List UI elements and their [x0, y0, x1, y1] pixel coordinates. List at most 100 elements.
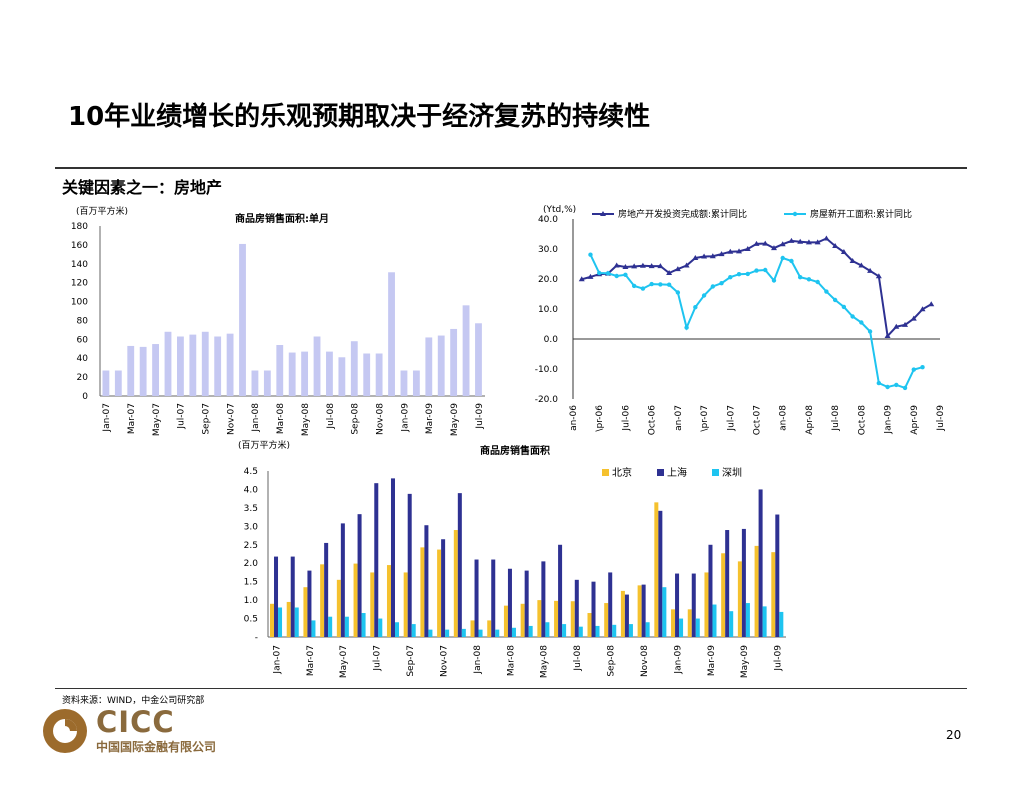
- bar: [270, 603, 275, 637]
- data-point: [770, 245, 777, 251]
- data-point: [666, 282, 672, 287]
- y-axis-unit-label: (百万平方米): [238, 439, 290, 451]
- bar: [545, 622, 550, 637]
- bar: [320, 564, 325, 637]
- x-tick-label: May-07: [152, 403, 162, 436]
- source-note: 资料来源：WIND，中金公司研究部: [62, 696, 205, 706]
- x-tick-label: Jan-08: [473, 645, 483, 675]
- data-point: [744, 246, 751, 251]
- bar: [394, 622, 400, 637]
- data-point: [867, 267, 874, 273]
- x-tick-label: Nov-08: [640, 645, 650, 677]
- x-tick-label: Jan-08: [251, 403, 261, 433]
- y-tick-label: 100: [71, 298, 88, 308]
- x-tick-label: an-06: [569, 405, 579, 431]
- data-point: [588, 252, 593, 257]
- data-point: [902, 385, 908, 391]
- bar: [386, 565, 391, 637]
- bar: [428, 629, 433, 637]
- x-tick-label: May-09: [450, 403, 460, 436]
- bar: [487, 620, 492, 637]
- data-point: [701, 293, 707, 298]
- bar: [453, 530, 458, 637]
- data-point: [867, 329, 873, 334]
- data-point: [814, 239, 821, 245]
- y-tick-label: 40: [77, 354, 89, 364]
- x-tick-label: Jan-07: [272, 645, 282, 675]
- bar: [541, 561, 546, 637]
- data-point: [850, 314, 855, 319]
- x-tick-label: Jan-09: [673, 645, 683, 675]
- y-tick-label: 2.0: [244, 559, 259, 569]
- y-axis-unit-label: (Ytd,%): [543, 205, 576, 215]
- legend-marker: [600, 211, 606, 216]
- data-point: [840, 249, 847, 254]
- bar: [388, 272, 395, 396]
- bar: [587, 613, 592, 637]
- x-tick-label: Mar-09: [707, 645, 717, 676]
- bar: [475, 323, 482, 396]
- bar: [437, 549, 442, 637]
- data-point: [631, 263, 638, 269]
- y-tick-label: 3.0: [244, 522, 259, 532]
- bar: [691, 573, 696, 637]
- data-point: [658, 282, 663, 287]
- page-number: 20: [946, 728, 962, 742]
- x-tick-label: \pr-06: [595, 405, 605, 432]
- x-tick-label: an-07: [674, 405, 684, 431]
- x-tick-label: Sep-08: [351, 403, 361, 435]
- bar: [375, 353, 383, 396]
- bar: [340, 523, 345, 637]
- bar: [344, 616, 349, 637]
- bar: [528, 625, 533, 637]
- data-point: [858, 262, 865, 268]
- bar: [507, 568, 512, 637]
- data-point: [648, 263, 655, 269]
- y-tick-label: 180: [71, 222, 88, 232]
- y-axis-unit-label: (百万平方米): [76, 205, 128, 217]
- bar: [608, 572, 613, 637]
- bar: [537, 600, 542, 637]
- bar: [324, 542, 329, 637]
- bar: [189, 334, 197, 396]
- data-point: [902, 321, 909, 327]
- bar: [578, 626, 583, 637]
- series-line: [589, 254, 923, 390]
- bar: [420, 547, 425, 637]
- bar: [127, 345, 135, 396]
- x-tick-label: Jan-09: [884, 405, 894, 435]
- page-title: 10年业绩增长的乐观预期取决于经济复苏的持续性: [68, 102, 651, 132]
- y-tick-label: 0: [82, 392, 88, 402]
- bar: [620, 590, 625, 637]
- y-tick-label: 10.0: [538, 305, 558, 315]
- data-point: [727, 248, 734, 254]
- bar: [294, 607, 299, 637]
- bar: [239, 243, 246, 396]
- bar: [495, 629, 500, 637]
- data-point: [753, 240, 760, 246]
- data-point: [780, 255, 785, 261]
- y-tick-label: 20.0: [538, 275, 558, 285]
- x-tick-label: Jul-07: [726, 405, 736, 432]
- data-point: [684, 325, 689, 330]
- logo-wordmark: CICC: [96, 705, 175, 739]
- bar: [370, 572, 375, 637]
- y-tick-label: 20: [77, 373, 89, 383]
- data-point: [763, 267, 768, 273]
- bar: [758, 489, 763, 637]
- y-tick-label: 60: [77, 335, 89, 345]
- data-point: [657, 263, 664, 269]
- bar: [338, 357, 346, 396]
- chart-title: 商品房销售面积:单月: [235, 212, 329, 225]
- bar: [503, 605, 508, 637]
- bar: [290, 556, 295, 637]
- x-tick-label: Apr-08: [805, 405, 815, 435]
- bar: [374, 483, 379, 637]
- bar: [591, 581, 596, 637]
- data-point: [771, 278, 777, 283]
- bar: [524, 570, 529, 637]
- data-point: [614, 273, 619, 279]
- bar: [721, 553, 726, 637]
- bar: [520, 603, 525, 637]
- data-point: [920, 365, 925, 370]
